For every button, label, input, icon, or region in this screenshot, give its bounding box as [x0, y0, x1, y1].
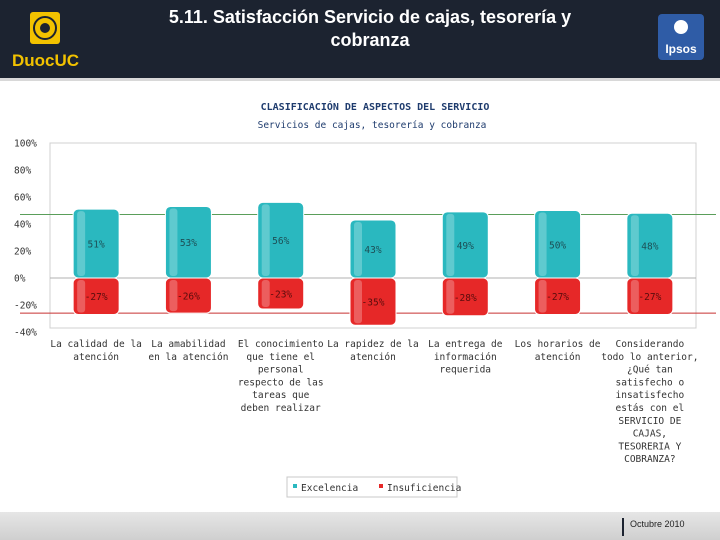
bar-insuficiencia: [164, 277, 212, 314]
footer-separator: [622, 518, 624, 536]
bar-highlight: [77, 280, 86, 313]
y-tick-label: 60%: [14, 193, 31, 204]
header-bar: [0, 0, 720, 78]
data-label: 56%: [272, 236, 289, 247]
header-divider: [0, 78, 720, 81]
bar-highlight: [169, 280, 178, 312]
data-label: -26%: [177, 292, 200, 303]
bar-highlight: [630, 215, 639, 276]
data-label: -28%: [454, 293, 477, 304]
bar-highlight: [630, 280, 639, 313]
logo-right-text: Ipsos: [665, 42, 697, 56]
legend-swatch: [293, 484, 297, 488]
legend-label: Insuficiencia: [387, 483, 461, 494]
data-label: -35%: [362, 298, 385, 309]
y-tick-label: -20%: [14, 301, 37, 312]
category-label: La rapidez de la atención: [327, 339, 419, 363]
category-label: La entrega de información requerida: [428, 339, 503, 376]
bar-highlight: [261, 204, 270, 276]
bar-highlight: [261, 280, 270, 308]
bar-highlight: [538, 212, 547, 276]
footer-bar: [0, 512, 720, 540]
y-tick-label: 20%: [14, 247, 31, 258]
title-line-2: cobranza: [330, 30, 410, 50]
duocuc-logo: DuocUC: [12, 12, 79, 70]
bar-highlight: [538, 280, 547, 313]
category-label: La calidad de la atención: [50, 339, 142, 363]
y-tick-label: 80%: [14, 166, 31, 177]
data-label: 49%: [457, 241, 474, 252]
category-label: Los horarios de atención: [515, 339, 601, 363]
data-label: 48%: [641, 242, 658, 253]
category-label: La amabilidad en la atención: [148, 339, 228, 363]
title-line-1: 5.11. Satisfacción Servicio de cajas, te…: [168, 7, 572, 27]
chart-subtitle: Servicios de cajas, tesorería y cobranza: [258, 120, 487, 131]
ipsos-logo: Ipsos: [658, 14, 704, 60]
bar-insuficiencia: [72, 277, 120, 315]
data-label: -27%: [546, 292, 569, 303]
bar-highlight: [354, 280, 362, 324]
data-label: -27%: [638, 292, 661, 303]
bar-insuficiencia: [626, 277, 674, 315]
data-label: 50%: [549, 240, 566, 251]
y-tick-label: 40%: [14, 220, 31, 231]
legend-swatch: [379, 484, 383, 488]
bar-highlight: [446, 280, 455, 314]
bar-highlight: [446, 213, 455, 276]
data-label: 53%: [180, 238, 197, 249]
footer-date: Octubre 2010: [630, 519, 685, 529]
bar-insuficiencia: [441, 277, 489, 317]
category-label: El conocimiento que tiene el personal respe…: [238, 339, 324, 414]
data-label: 43%: [364, 245, 381, 256]
legend-box: [286, 476, 458, 498]
bar-highlight: [77, 211, 86, 276]
bar-insuficiencia: [349, 277, 397, 326]
bar-highlight: [354, 221, 362, 276]
category-label: Considerando todo lo anterior, ¿Qué tan sat…: [601, 339, 698, 465]
data-label: -23%: [269, 290, 292, 301]
legend-label: Excelencia: [301, 483, 358, 494]
y-tick-label: 0%: [14, 274, 26, 285]
bar-insuficiencia: [257, 277, 305, 310]
y-tick-label: -40%: [14, 328, 37, 339]
page-title: 5.11. Satisfacción Servicio de cajas, te…: [120, 6, 620, 52]
chart-title: CLASIFICACIÓN DE ASPECTOS DEL SERVICIO: [261, 100, 490, 113]
data-label: -27%: [85, 292, 108, 303]
bar-highlight: [169, 208, 178, 276]
bar-insuficiencia: [534, 277, 582, 315]
chart: CLASIFICACIÓN DE ASPECTOS DEL SERVICIO S…: [14, 100, 716, 498]
logo-left-text: DuocUC: [12, 51, 79, 70]
data-label: 51%: [88, 240, 105, 251]
y-tick-label: 100%: [14, 139, 37, 150]
